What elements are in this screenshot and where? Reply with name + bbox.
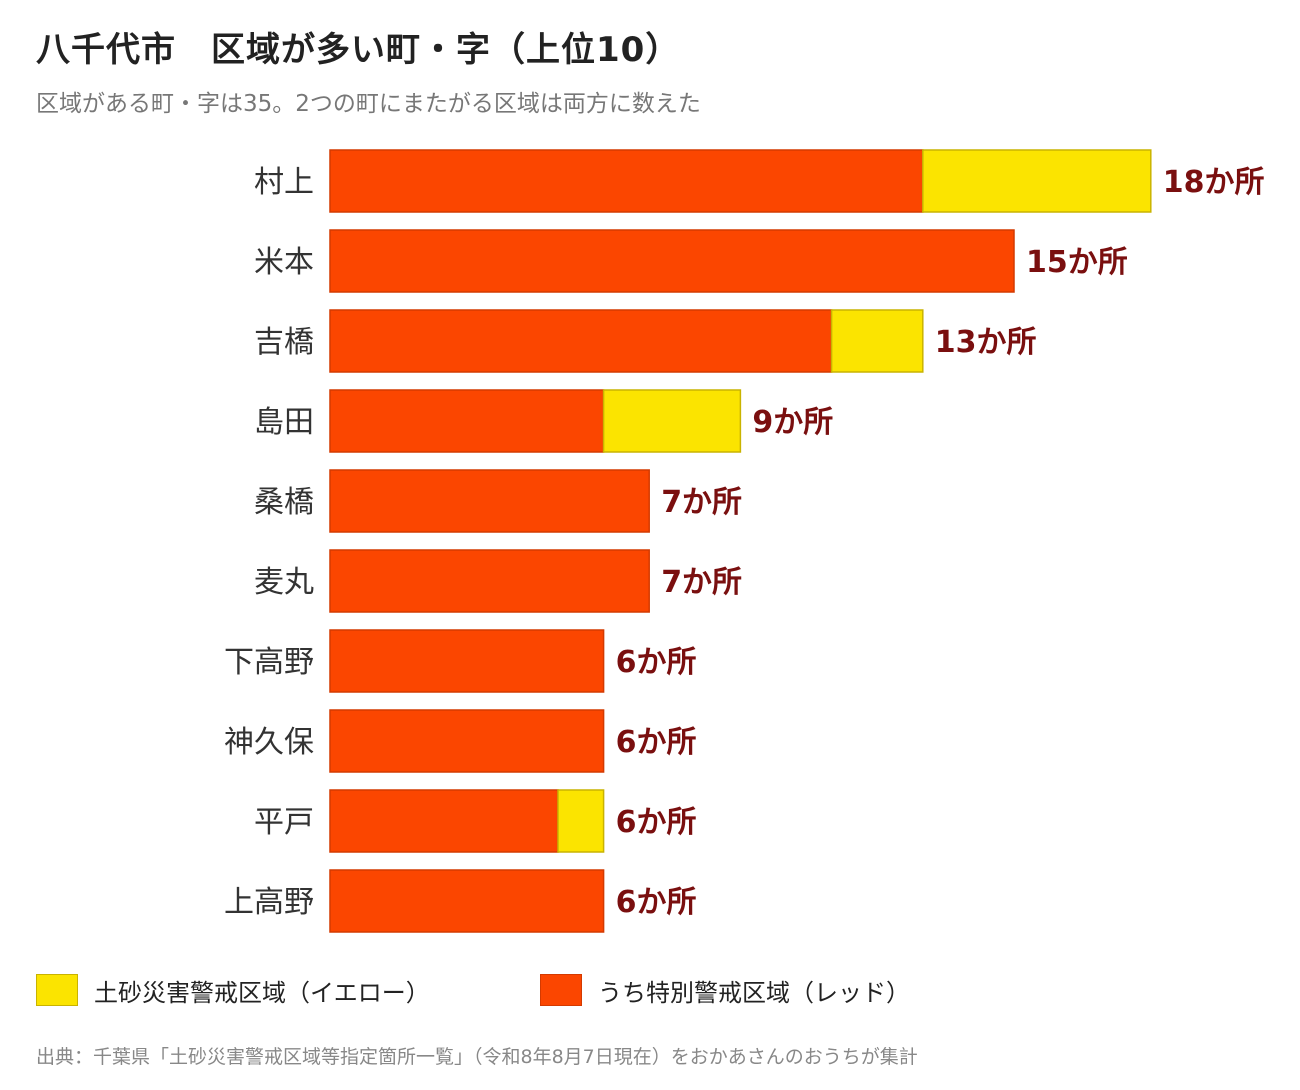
bar-red-segment	[329, 149, 924, 213]
category-label: 下高野	[224, 645, 314, 680]
value-label: 6か所	[616, 645, 697, 680]
category-label: 島田	[254, 405, 314, 440]
legend: 土砂災害警戒区域（イエロー） うち特別警戒区域（レッド）	[0, 968, 1300, 1012]
value-label: 15か所	[1026, 245, 1128, 280]
category-label: 米本	[254, 245, 314, 280]
bar-red-segment	[329, 229, 1015, 293]
bar-red-segment	[329, 469, 650, 533]
bar-red-segment	[329, 869, 605, 933]
bar-yellow-segment	[922, 149, 1152, 213]
legend-swatch-yellow	[36, 974, 78, 1006]
category-label: 村上	[254, 165, 314, 200]
value-label: 7か所	[661, 485, 742, 520]
bar-red-segment	[329, 549, 650, 613]
value-label: 18か所	[1163, 165, 1265, 200]
value-label: 6か所	[616, 805, 697, 840]
bar-yellow-segment	[557, 789, 605, 853]
chart-subtitle: 区域がある町・字は35。2つの町にまたがる区域は両方に数えた	[36, 91, 701, 117]
legend-item-red: うち特別警戒区域（レッド）	[540, 968, 910, 1012]
category-label: 麦丸	[254, 565, 314, 600]
category-label: 平戸	[254, 805, 314, 840]
source-note: 出典：千葉県「土砂災害警戒区域等指定箇所一覧」（令和8年8月7日現在）をおかあさ…	[36, 1046, 918, 1068]
bar-red-segment	[329, 309, 833, 373]
category-label: 桑橋	[254, 485, 314, 520]
bar-red-segment	[329, 629, 605, 693]
category-label: 上高野	[224, 885, 314, 920]
legend-label-red: うち特別警戒区域（レッド）	[598, 978, 910, 1007]
chart-title: 八千代市 区域が多い町・字（上位10）	[36, 30, 681, 70]
category-label: 神久保	[224, 725, 314, 760]
value-label: 13か所	[935, 325, 1037, 360]
value-label: 7か所	[661, 565, 742, 600]
value-label: 6か所	[616, 885, 697, 920]
bar-red-segment	[329, 389, 605, 453]
value-label: 9か所	[752, 405, 833, 440]
legend-label-yellow: 土砂災害警戒区域（イエロー）	[94, 978, 430, 1007]
legend-item-yellow: 土砂災害警戒区域（イエロー）	[36, 968, 430, 1012]
bar-red-segment	[329, 709, 605, 773]
legend-swatch-red	[540, 974, 582, 1006]
bar-yellow-segment	[602, 389, 742, 453]
bar-red-segment	[329, 789, 559, 853]
value-label: 6か所	[616, 725, 697, 760]
bar-yellow-segment	[830, 309, 924, 373]
category-label: 吉橋	[254, 325, 314, 360]
